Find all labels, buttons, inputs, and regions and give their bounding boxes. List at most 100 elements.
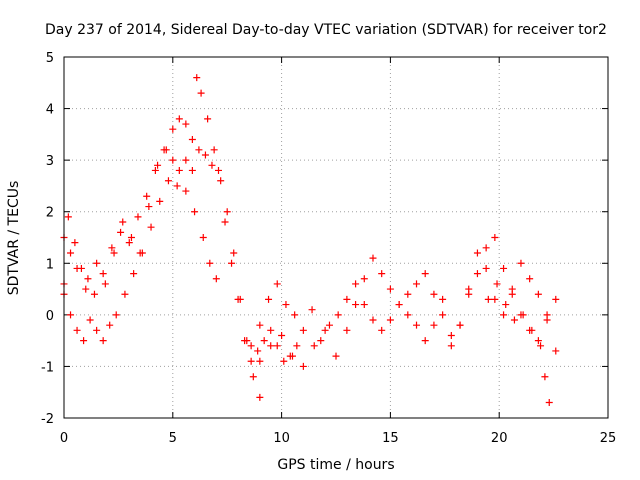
data-point: [493, 280, 501, 288]
data-point: [291, 311, 299, 319]
chart-title: Day 237 of 2014, Sidereal Day-to-day VTE…: [45, 22, 607, 38]
data-point: [500, 311, 508, 319]
data-point: [325, 321, 333, 329]
data-point: [106, 321, 114, 329]
data-point: [421, 270, 429, 278]
data-point: [169, 156, 177, 164]
data-point: [456, 321, 464, 329]
data-point: [243, 337, 251, 345]
data-point: [545, 399, 553, 407]
data-point: [293, 342, 301, 350]
data-point: [73, 326, 81, 334]
data-point: [280, 357, 288, 365]
data-point: [108, 244, 116, 252]
data-point: [260, 337, 268, 345]
data-point: [352, 280, 360, 288]
data-point: [223, 208, 231, 216]
data-point: [182, 156, 190, 164]
data-point: [191, 208, 199, 216]
y-tick-label: 5: [46, 51, 54, 66]
data-point: [360, 275, 368, 283]
data-point: [67, 311, 75, 319]
y-tick-label: -1: [41, 360, 54, 375]
data-point: [519, 311, 527, 319]
data-point: [413, 321, 421, 329]
data-point: [228, 259, 236, 267]
data-point: [439, 295, 447, 303]
data-point: [221, 218, 229, 226]
series-track-3: [60, 177, 220, 345]
y-tick-label: 4: [46, 103, 54, 118]
data-point: [473, 249, 481, 257]
series-track-5: [256, 249, 560, 370]
data-point: [526, 275, 534, 283]
data-point: [201, 151, 209, 159]
data-point: [265, 295, 273, 303]
data-point: [64, 213, 72, 221]
data-point: [93, 326, 101, 334]
data-point: [71, 239, 79, 247]
data-point: [127, 234, 135, 241]
data-points: [60, 74, 560, 407]
data-point: [352, 301, 360, 309]
data-point: [210, 146, 218, 154]
data-point: [188, 136, 196, 144]
data-point: [299, 362, 307, 370]
x-tick-label: 5: [169, 431, 177, 446]
data-point: [343, 326, 351, 334]
data-point: [447, 342, 455, 350]
data-point: [256, 321, 264, 329]
data-point: [156, 197, 164, 205]
data-point: [256, 357, 264, 365]
data-point: [143, 192, 151, 200]
data-point: [77, 264, 85, 272]
data-point: [439, 311, 447, 319]
data-point: [534, 337, 542, 345]
y-tick-label: -2: [41, 412, 54, 427]
data-point: [552, 347, 560, 355]
data-point: [430, 290, 438, 298]
data-point: [543, 311, 551, 319]
data-point: [369, 254, 377, 262]
data-point: [169, 125, 177, 133]
data-point: [162, 146, 170, 154]
data-point: [282, 301, 290, 309]
data-point: [473, 270, 481, 278]
data-point: [447, 331, 455, 339]
data-point: [308, 306, 316, 314]
data-point: [386, 316, 394, 324]
data-point: [502, 301, 510, 309]
data-point: [299, 326, 307, 334]
data-point: [182, 120, 190, 128]
data-point: [334, 311, 342, 319]
data-point: [254, 347, 262, 355]
data-point: [119, 218, 127, 226]
data-point: [378, 326, 386, 334]
data-point: [99, 270, 107, 278]
data-point: [267, 342, 275, 350]
axis-ticks: 0 5 10 15 20 25 -2 -1 0 1 2 3 4 5: [41, 51, 616, 446]
data-point: [332, 352, 340, 360]
data-point: [82, 285, 90, 293]
data-point: [138, 249, 146, 257]
data-point: [413, 280, 421, 288]
data-point: [182, 187, 190, 195]
data-point: [80, 337, 88, 345]
data-point: [204, 115, 212, 123]
data-point: [208, 161, 216, 169]
data-point: [482, 244, 490, 252]
data-point: [378, 270, 386, 278]
data-point: [145, 203, 153, 211]
data-point: [154, 161, 162, 169]
data-point: [317, 337, 325, 345]
data-point: [212, 275, 220, 283]
data-point: [273, 342, 281, 350]
data-point: [110, 249, 118, 257]
data-point: [173, 182, 181, 190]
data-point: [510, 316, 518, 324]
y-tick-label: 1: [46, 257, 54, 272]
data-point: [197, 89, 205, 97]
data-point: [517, 259, 525, 267]
data-point: [256, 393, 264, 401]
